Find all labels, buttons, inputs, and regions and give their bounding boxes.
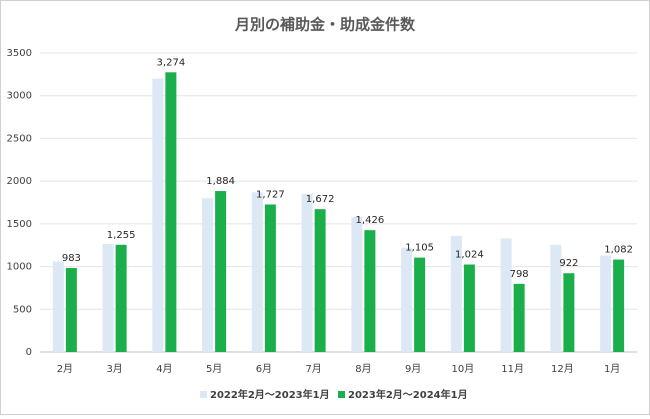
- x-tick-label: 6月: [256, 363, 272, 375]
- bar: [52, 261, 64, 352]
- bar: [414, 257, 426, 352]
- bar: [613, 259, 625, 352]
- x-tick-label: 2月: [57, 363, 73, 375]
- y-tick-label: 500: [13, 304, 32, 315]
- data-label: 922: [559, 258, 578, 269]
- bar: [301, 193, 313, 352]
- legend-swatch: [200, 391, 207, 398]
- bar: [463, 264, 475, 352]
- x-tick-label: 3月: [106, 363, 122, 375]
- x-tick-label: 1月: [604, 363, 620, 375]
- data-label: 1,082: [604, 245, 633, 256]
- legend-label: 2022年2月～2023年1月: [210, 388, 330, 401]
- y-tick-label: 1000: [7, 262, 32, 273]
- data-label: 1,255: [107, 230, 136, 241]
- data-label: 1,105: [405, 243, 434, 254]
- bar: [152, 78, 164, 352]
- y-tick-label: 1500: [7, 219, 32, 230]
- data-label: 1,426: [356, 215, 385, 226]
- y-tick-label: 3500: [7, 48, 32, 59]
- data-label: 798: [510, 269, 529, 280]
- data-label: 1,672: [306, 194, 335, 205]
- y-tick-label: 2500: [7, 133, 32, 144]
- bar: [500, 238, 512, 352]
- bar: [165, 72, 177, 352]
- bar: [364, 230, 376, 352]
- bar: [450, 235, 462, 352]
- bar: [351, 217, 363, 352]
- bar: [115, 244, 127, 352]
- bar: [264, 204, 276, 352]
- data-label: 1,727: [256, 189, 285, 200]
- bar: [202, 198, 214, 352]
- bar: [563, 273, 575, 352]
- data-label: 1,884: [206, 176, 235, 187]
- bar: [215, 191, 227, 352]
- x-tick-label: 5月: [206, 363, 222, 375]
- x-tick-label: 8月: [355, 363, 371, 375]
- bar: [102, 243, 114, 352]
- x-tick-label: 10月: [452, 363, 475, 375]
- x-tick-label: 7月: [305, 363, 321, 375]
- bar: [550, 244, 562, 352]
- y-tick-label: 2000: [7, 176, 32, 187]
- data-label: 1,024: [455, 250, 484, 261]
- data-label: 983: [62, 253, 81, 264]
- legend-swatch: [338, 391, 345, 398]
- x-tick-label: 4月: [156, 363, 172, 375]
- bar: [251, 192, 263, 352]
- bar: [513, 283, 525, 352]
- chart-title: 月別の補助金・助成金件数: [234, 16, 416, 34]
- bar: [600, 255, 612, 352]
- data-label: 3,274: [157, 57, 186, 68]
- legend-label: 2023年2月～2024年1月: [348, 388, 468, 401]
- y-tick-label: 0: [26, 347, 32, 358]
- bar: [65, 268, 77, 352]
- bar: [401, 247, 413, 352]
- x-tick-label: 12月: [551, 363, 574, 375]
- bar: [314, 209, 326, 352]
- x-tick-label: 11月: [501, 363, 524, 375]
- y-tick-label: 3000: [7, 91, 32, 102]
- x-tick-label: 9月: [405, 363, 421, 375]
